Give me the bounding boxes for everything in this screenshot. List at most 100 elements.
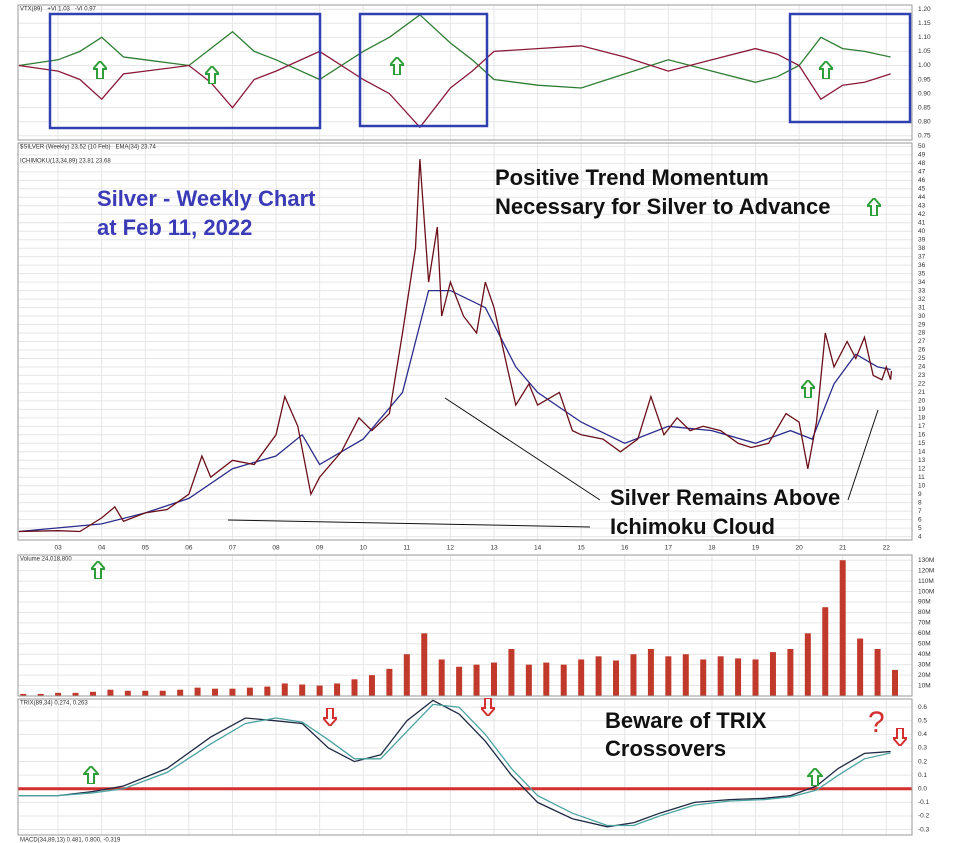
legend-text: -VI 0.97 (75, 7, 97, 13)
y-tick-label: 10M (918, 682, 931, 689)
y-tick-label: 0.85 (918, 104, 931, 111)
y-tick-label: 13 (918, 457, 926, 464)
volume-bar (403, 654, 410, 696)
x-tick-label: 22 (883, 545, 891, 552)
series-line (18, 699, 891, 828)
x-tick-label: 17 (665, 545, 673, 552)
y-tick-label: 0.80 (918, 118, 931, 125)
volume-bar (839, 560, 846, 696)
annotation: Positive Trend Momentum (495, 165, 769, 190)
y-tick-label: 45 (918, 186, 926, 193)
volume-bar (822, 607, 829, 696)
annotation: Ichimoku Cloud (610, 514, 775, 539)
y-tick-label: 20 (918, 398, 926, 405)
legend-text: TRIX(89,34) 0.274, 0.263 (20, 701, 88, 707)
y-tick-label: 0.2 (918, 758, 927, 765)
y-tick-label: 17 (918, 423, 926, 430)
volume-bar (543, 662, 550, 696)
y-tick-label: 1.10 (918, 34, 931, 41)
volume-bar (37, 693, 44, 696)
y-tick-label: 0.1 (918, 772, 927, 779)
volume-bar (194, 687, 201, 696)
y-tick-label: 23 (918, 372, 926, 379)
y-tick-label: 24 (918, 364, 926, 371)
volume-bar (72, 692, 79, 696)
y-tick-label: 1.20 (918, 6, 931, 13)
y-tick-label: 43 (918, 202, 926, 209)
y-tick-label: 18 (918, 415, 926, 422)
y-tick-label: 33 (918, 287, 926, 294)
volume-bar (752, 659, 759, 696)
y-tick-label: 4 (918, 533, 922, 540)
volume-bar (613, 660, 620, 696)
y-tick-label: 10 (918, 482, 926, 489)
y-tick-label: 19 (918, 406, 926, 413)
x-tick-label: 09 (316, 545, 324, 552)
y-tick-label: 0.75 (918, 133, 931, 140)
volume-bar (142, 690, 149, 696)
highlight-box (788, 12, 912, 124)
y-tick-label: 0.90 (918, 90, 931, 97)
panel-frame (17, 698, 913, 836)
volume-bar (560, 664, 567, 696)
x-tick-label: 11 (403, 545, 410, 552)
y-tick-label: 46 (918, 177, 926, 184)
y-tick-label: 40M (918, 651, 931, 658)
volume-bar (456, 666, 463, 696)
y-tick-label: -0.3 (918, 826, 930, 833)
y-tick-label: 50M (918, 640, 931, 647)
y-tick-label: 0.95 (918, 76, 931, 83)
y-tick-label: 100M (918, 588, 934, 595)
volume-bar (508, 649, 515, 696)
annotation: ? (868, 706, 885, 739)
y-tick-label: 34 (918, 279, 926, 286)
volume-bar (438, 659, 445, 696)
legend-text: MACD(34,89,13) 0.481, 0.800, -0.319 (20, 838, 121, 843)
y-tick-label: 27 (918, 338, 926, 345)
legend-text: VTX(89) (20, 7, 42, 13)
x-tick-label: 19 (752, 545, 760, 552)
highlight-box (358, 12, 489, 128)
x-tick-label: 13 (490, 545, 498, 552)
y-tick-label: 21 (918, 389, 926, 396)
volume-bar (264, 686, 271, 696)
y-tick-label: 49 (918, 152, 926, 159)
volume-bar (281, 683, 288, 696)
volume-bar (857, 638, 864, 696)
y-tick-label: 44 (918, 194, 926, 201)
volume-bar (682, 654, 689, 696)
y-tick-label: 7 (918, 508, 922, 515)
y-tick-label: 1.00 (918, 62, 931, 69)
volume-bar (787, 649, 794, 696)
y-tick-label: 28 (918, 330, 926, 337)
volume-bar (473, 664, 480, 696)
series-line (18, 13, 891, 89)
y-tick-label: 11 (918, 474, 925, 481)
volume-bar (229, 688, 236, 696)
volume-bar (525, 664, 532, 696)
series-line (18, 45, 891, 129)
pointer-line (227, 519, 591, 528)
volume-bar (351, 679, 358, 696)
plot-layer: 0.75 0.80 0.85 0.90 0.95 1.00 1.05 1.10 1.15 1.20… (18, 5, 934, 843)
y-tick-label: 0.0 (918, 785, 927, 792)
x-tick-label: 03 (54, 545, 62, 552)
panel-frame (17, 4, 913, 141)
y-tick-label: 29 (918, 321, 926, 328)
volume-bar (874, 649, 881, 696)
y-tick-label: 42 (918, 211, 926, 218)
volume-bar (20, 693, 27, 696)
y-tick-label: 1.15 (918, 20, 931, 27)
x-tick-label: 20 (795, 545, 803, 552)
volume-bar (665, 656, 672, 696)
volume-bar (630, 654, 637, 696)
x-tick-label: 12 (447, 545, 455, 552)
legend-text: ICHIMOKU(13,34,89) 23.81 23.68 (20, 159, 111, 165)
y-tick-label: 22 (918, 381, 926, 388)
y-tick-label: 5 (918, 525, 922, 532)
y-tick-label: 80M (918, 609, 931, 616)
y-tick-label: 39 (918, 236, 926, 243)
y-tick-label: 32 (918, 296, 926, 303)
highlight-box (48, 12, 322, 130)
